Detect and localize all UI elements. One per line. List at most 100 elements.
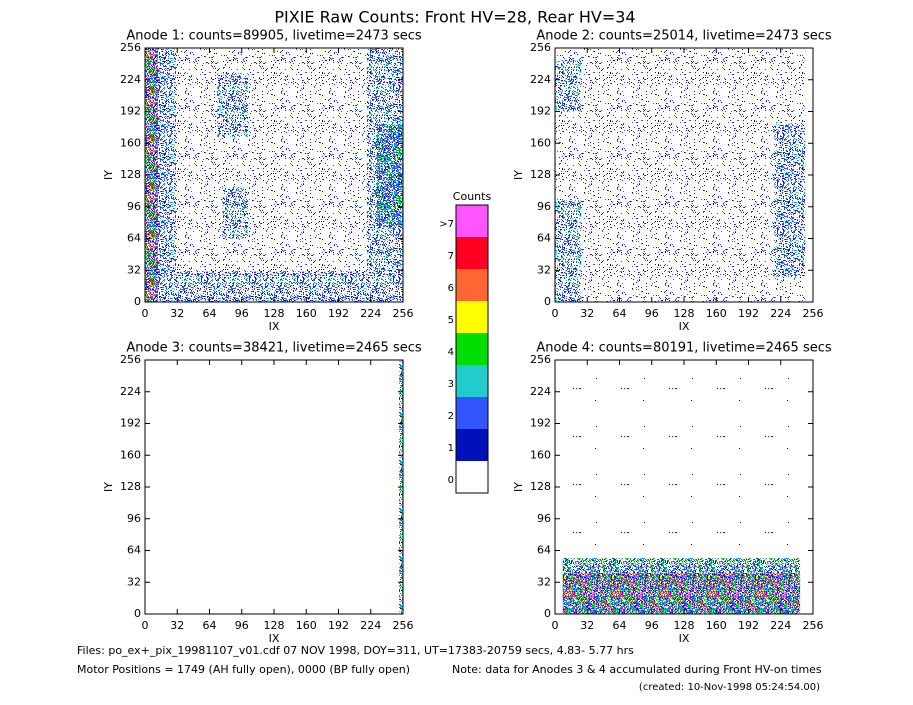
- x-tick-label: 32: [580, 307, 594, 320]
- colorbar-frame: [455, 204, 489, 494]
- x-tick-label: 224: [770, 307, 791, 320]
- colorbar-label: 7: [448, 251, 454, 262]
- colorbar-label: 2: [448, 411, 454, 422]
- colorbar-swatch: [456, 397, 488, 429]
- x-tick-label: 128: [674, 307, 695, 320]
- x-tick-label: 0: [142, 619, 149, 632]
- footer-files: Files: po_ex+_pix_19981107_v01.cdf 07 NO…: [77, 644, 634, 657]
- y-tick-label: 64: [537, 544, 551, 557]
- y-tick-label: 224: [120, 385, 141, 398]
- x-tick-label: 256: [803, 619, 824, 632]
- colorbar-swatch: [456, 237, 488, 269]
- y-tick-label: 256: [530, 41, 551, 54]
- y-tick-label: 192: [530, 105, 551, 118]
- colorbar-swatch: [456, 365, 488, 397]
- y-tick-label: 0: [134, 607, 141, 620]
- colorbar-swatch: [456, 205, 488, 237]
- x-tick-label: 160: [296, 307, 317, 320]
- colorbar-swatch: [456, 269, 488, 301]
- y-tick-label: 0: [544, 607, 551, 620]
- y-tick-label: 256: [120, 353, 141, 366]
- colorbar-swatch: [456, 333, 488, 365]
- colorbar-title: Counts: [453, 190, 492, 203]
- x-tick-label: 256: [393, 619, 414, 632]
- footer-motor: Motor Positions = 1749 (AH fully open), …: [77, 663, 410, 676]
- y-tick-label: 96: [537, 512, 551, 525]
- count-texture: [555, 48, 806, 302]
- y-tick-label: 32: [537, 575, 551, 588]
- y-tick-label: 192: [120, 417, 141, 430]
- y-tick-label: 128: [120, 168, 141, 181]
- y-tick-label: 192: [530, 417, 551, 430]
- x-tick-label: 224: [360, 307, 381, 320]
- x-tick-label: 160: [296, 619, 317, 632]
- colorbar-swatch: [456, 429, 488, 461]
- y-tick-label: 96: [537, 200, 551, 213]
- y-tick-label: 0: [134, 295, 141, 308]
- y-tick-label: 96: [127, 200, 141, 213]
- x-tick-label: 256: [803, 307, 824, 320]
- y-tick-label: 224: [530, 385, 551, 398]
- colorbar-label: 6: [448, 283, 454, 294]
- count-texture: [562, 573, 801, 614]
- x-axis-label: IX: [679, 320, 690, 333]
- y-tick-label: 256: [530, 353, 551, 366]
- y-tick-label: 128: [530, 168, 551, 181]
- y-tick-label: 128: [530, 480, 551, 493]
- count-texture: [555, 60, 581, 112]
- x-tick-label: 192: [738, 307, 759, 320]
- x-tick-label: 160: [706, 307, 727, 320]
- y-tick-label: 160: [530, 448, 551, 461]
- x-tick-label: 192: [328, 307, 349, 320]
- x-tick-label: 192: [738, 619, 759, 632]
- y-tick-label: 96: [127, 512, 141, 525]
- count-texture: [145, 271, 403, 302]
- x-tick-label: 0: [552, 619, 559, 632]
- y-tick-label: 64: [537, 232, 551, 245]
- plot-frame: [144, 359, 404, 615]
- x-tick-label: 32: [170, 307, 184, 320]
- x-tick-label: 96: [235, 619, 249, 632]
- colorbar-swatch: [456, 461, 488, 493]
- colorbar-label: 4: [448, 347, 454, 358]
- x-tick-label: 0: [142, 307, 149, 320]
- x-tick-label: 96: [645, 619, 659, 632]
- count-texture: [217, 73, 249, 137]
- x-tick-label: 0: [552, 307, 559, 320]
- y-tick-label: 224: [530, 73, 551, 86]
- y-tick-label: 160: [120, 448, 141, 461]
- panel-title: Anode 4: counts=80191, livetime=2465 sec…: [536, 341, 832, 356]
- y-tick-label: 32: [127, 575, 141, 588]
- y-tick-label: 64: [127, 544, 141, 557]
- colorbar-label: 5: [448, 315, 454, 326]
- x-tick-label: 128: [674, 619, 695, 632]
- colorbar-label: 3: [448, 379, 454, 390]
- count-texture: [145, 48, 403, 302]
- y-tick-label: 224: [120, 73, 141, 86]
- y-tick-label: 32: [127, 263, 141, 276]
- x-tick-label: 256: [393, 307, 414, 320]
- panel-title: Anode 1: counts=89905, livetime=2473 sec…: [126, 29, 422, 44]
- footer-note: Note: data for Anodes 3 & 4 accumulated …: [452, 663, 822, 676]
- y-axis-label: IY: [102, 482, 115, 492]
- x-tick-label: 64: [613, 307, 627, 320]
- panel-title: Anode 2: counts=25014, livetime=2473 sec…: [536, 29, 832, 44]
- colorbar-label: 0: [448, 475, 454, 486]
- y-tick-label: 160: [530, 136, 551, 149]
- x-tick-label: 96: [235, 307, 249, 320]
- x-tick-label: 64: [613, 619, 627, 632]
- footer-created: (created: 10-Nov-1998 05:24:54.00): [639, 682, 820, 693]
- x-tick-label: 64: [203, 619, 217, 632]
- count-texture: [555, 200, 581, 302]
- x-tick-label: 192: [328, 619, 349, 632]
- x-axis-label: IX: [679, 632, 690, 645]
- x-tick-label: 32: [580, 619, 594, 632]
- count-texture: [774, 124, 806, 277]
- x-tick-label: 32: [170, 619, 184, 632]
- y-axis-label: IY: [102, 170, 115, 180]
- x-tick-label: 96: [645, 307, 659, 320]
- colorbar-swatch: [456, 301, 488, 333]
- panel-title: Anode 3: counts=38421, livetime=2465 sec…: [126, 341, 422, 356]
- y-tick-label: 32: [537, 263, 551, 276]
